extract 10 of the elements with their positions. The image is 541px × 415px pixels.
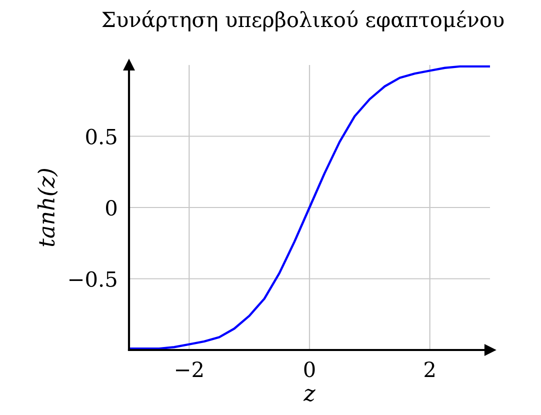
y-tick-label: 0 <box>106 200 117 216</box>
y-tick-label: 0.5 <box>86 128 116 144</box>
x-tick-label: 2 <box>424 361 434 377</box>
x-tick-label: −2 <box>176 361 202 377</box>
x-axis-title: z <box>303 388 316 402</box>
x-tick-label: 0 <box>304 361 315 378</box>
chart-title: Συνάρτηση υπερβολικού εφαπτομένου <box>102 10 504 32</box>
line-series <box>129 65 490 350</box>
y-tick-label: −0.5 <box>70 271 116 287</box>
y-axis-title: tanh(z) <box>37 168 58 246</box>
